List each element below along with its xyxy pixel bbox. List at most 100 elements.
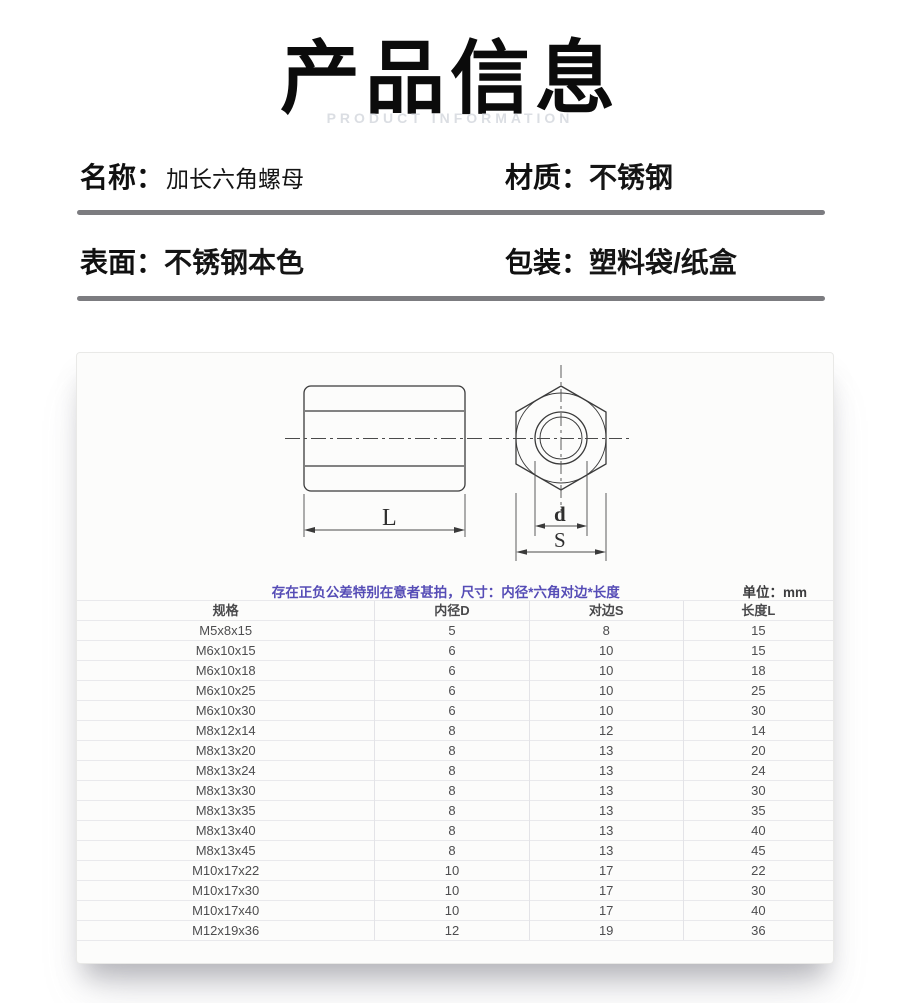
section-divider-2	[77, 295, 825, 301]
cell-across-flats: 13	[528, 780, 684, 801]
spec-item-surface: 表面： 不锈钢本色	[80, 241, 505, 281]
cell-spec: M6x10x30	[77, 700, 375, 721]
header-spec: 规格	[77, 600, 375, 621]
cell-spec: M10x17x22	[77, 860, 375, 881]
dim-L-arrow-left	[304, 527, 315, 533]
cell-across-flats: 13	[528, 820, 684, 841]
cell-across-flats: 10	[528, 640, 684, 661]
dim-S	[515, 493, 607, 561]
table-row: M5x8x15 5 8 15	[77, 620, 833, 641]
cell-spec: M10x17x40	[77, 900, 375, 921]
cell-inner-diameter: 10	[374, 860, 530, 881]
table-row: M8x12x14 8 12 14	[77, 720, 833, 741]
dim-label-d: d	[554, 502, 566, 526]
cell-across-flats: 17	[528, 880, 684, 901]
dim-L	[303, 494, 466, 537]
cell-spec: M10x17x30	[77, 880, 375, 901]
header-across-flats: 对边S	[528, 600, 684, 621]
cell-length: 30	[682, 880, 833, 901]
dim-label-L: L	[382, 505, 397, 531]
cell-across-flats: 13	[528, 840, 684, 861]
table-row: M8x13x24 8 13 24	[77, 760, 833, 781]
cell-inner-diameter: 8	[374, 720, 530, 741]
cell-length: 40	[682, 820, 833, 841]
cell-spec: M8x13x30	[77, 780, 375, 801]
dim-d-arrow-right	[577, 523, 587, 529]
table-row: M6x10x15 6 10 15	[77, 640, 833, 661]
spec-label-packaging: 包装：	[505, 246, 590, 278]
title-block: 产品信息 PRODUCT INFORMATION	[0, 0, 900, 126]
spec-item-name: 名称： 加长六角螺母	[80, 156, 505, 196]
page-subtitle: PRODUCT INFORMATION	[326, 109, 574, 126]
cell-across-flats: 13	[528, 740, 684, 761]
cell-inner-diameter: 6	[374, 700, 530, 721]
cell-spec: M8x13x40	[77, 820, 375, 841]
table-row: M8x13x30 8 13 30	[77, 780, 833, 801]
spec-label-material: 材质：	[505, 161, 590, 193]
cell-spec: M12x19x36	[77, 920, 375, 941]
cell-inner-diameter: 6	[374, 640, 530, 661]
cell-length: 30	[682, 700, 833, 721]
cell-spec: M8x13x45	[77, 840, 375, 861]
dim-S-arrow-left	[516, 549, 527, 555]
cell-inner-diameter: 6	[374, 680, 530, 701]
table-row: M10x17x30 10 17 30	[77, 880, 833, 901]
nut-drawing-svg: L d	[285, 365, 633, 561]
cell-across-flats: 10	[528, 680, 684, 701]
cell-length: 24	[682, 760, 833, 781]
table-row: M10x17x40 10 17 40	[77, 900, 833, 921]
cell-length: 18	[682, 660, 833, 681]
cell-across-flats: 13	[528, 800, 684, 821]
table-row: M8x13x45 8 13 45	[77, 840, 833, 861]
cell-spec: M5x8x15	[77, 620, 375, 641]
table-row: M6x10x30 6 10 30	[77, 700, 833, 721]
cell-length: 14	[682, 720, 833, 741]
unit-label: 单位：mm	[742, 584, 807, 600]
cell-inner-diameter: 10	[374, 880, 530, 901]
spec-row-2: 表面： 不锈钢本色 包装： 塑料袋/纸盒	[0, 241, 900, 281]
cell-spec: M6x10x18	[77, 660, 375, 681]
cell-spec: M8x13x35	[77, 800, 375, 821]
cell-across-flats: 13	[528, 760, 684, 781]
spec-label-name: 名称：	[80, 161, 165, 193]
spec-item-material: 材质： 不锈钢	[505, 156, 673, 196]
cell-length: 45	[682, 840, 833, 861]
cell-spec: M8x12x14	[77, 720, 375, 741]
spec-table-body: M5x8x15 5 8 15 M6x10x15 6 10 15 M6x10x18…	[77, 620, 833, 941]
cell-inner-diameter: 10	[374, 900, 530, 921]
cell-across-flats: 8	[528, 620, 684, 641]
cell-length: 15	[682, 640, 833, 661]
cell-length: 20	[682, 740, 833, 761]
cell-inner-diameter: 8	[374, 800, 530, 821]
technical-drawing: L d	[77, 353, 833, 581]
dim-label-S: S	[554, 528, 566, 552]
tolerance-note: 存在正负公差特别在意者甚拍，尺寸：内径*六角对边*长度	[271, 584, 620, 600]
table-row: M8x13x35 8 13 35	[77, 800, 833, 821]
cell-inner-diameter: 8	[374, 840, 530, 861]
spec-value-packaging: 塑料袋/纸盒	[589, 246, 737, 278]
cell-inner-diameter: 8	[374, 820, 530, 841]
cell-inner-diameter: 8	[374, 760, 530, 781]
table-row: M8x13x40 8 13 40	[77, 820, 833, 841]
spec-label-surface: 表面：	[80, 246, 165, 278]
cell-spec: M6x10x25	[77, 680, 375, 701]
cell-spec: M8x13x24	[77, 760, 375, 781]
cell-inner-diameter: 8	[374, 740, 530, 761]
dim-d-arrow-left	[535, 523, 545, 529]
section-divider-1	[77, 209, 825, 215]
spec-table: 规格 内径D 对边S 长度L M5x8x15 5 8 15 M6x10x15 6…	[77, 600, 833, 941]
cell-length: 22	[682, 860, 833, 881]
spec-row-1: 名称： 加长六角螺母 材质： 不锈钢	[0, 156, 900, 196]
page-title: 产品信息	[280, 34, 620, 123]
table-row: M12x19x36 12 19 36	[77, 920, 833, 941]
table-row: M8x13x20 8 13 20	[77, 740, 833, 761]
cell-inner-diameter: 8	[374, 780, 530, 801]
dim-S-arrow-right	[595, 549, 606, 555]
product-card: L d	[76, 352, 834, 964]
cell-length: 36	[682, 920, 833, 941]
cell-across-flats: 19	[528, 920, 684, 941]
cell-length: 15	[682, 620, 833, 641]
dim-L-arrow-right	[454, 527, 465, 533]
cell-across-flats: 17	[528, 900, 684, 921]
